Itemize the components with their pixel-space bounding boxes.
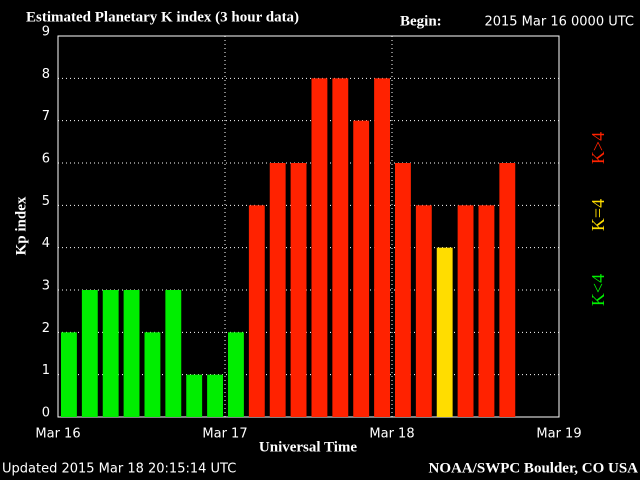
y-tick-label: 2 — [42, 321, 50, 336]
y-tick-label: 9 — [42, 25, 50, 40]
bar — [248, 205, 265, 417]
bar — [478, 205, 495, 417]
bar — [102, 290, 119, 417]
y-tick-label: 7 — [42, 109, 50, 124]
legend-entry: K>4 — [588, 132, 608, 164]
bar — [374, 78, 390, 417]
x-tick-label: Mar 19 — [536, 427, 581, 442]
bar — [395, 163, 411, 417]
bar — [186, 374, 203, 417]
updated-label: Updated 2015 Mar 18 20:15:14 UTC — [2, 462, 236, 477]
bar — [228, 332, 244, 417]
x-axis-label: Universal Time — [259, 439, 358, 455]
plot-frame — [57, 35, 560, 418]
legend-entry: K<4 — [588, 274, 608, 306]
y-tick-label: 5 — [42, 194, 50, 209]
bar — [499, 163, 516, 417]
y-tick-label: 3 — [42, 279, 50, 294]
bar — [457, 205, 474, 417]
bar — [353, 120, 370, 418]
bar — [311, 78, 328, 417]
bar — [290, 163, 307, 417]
begin-label: Begin: — [400, 13, 442, 29]
y-tick-label: 4 — [42, 236, 50, 251]
legend-entry: K=4 — [588, 199, 608, 231]
bar — [436, 247, 453, 417]
x-tick-label: Mar 17 — [202, 427, 247, 442]
bar — [144, 332, 161, 417]
bar — [123, 290, 140, 417]
y-axis-label: Kp index — [13, 196, 29, 255]
y-tick-label: 0 — [42, 406, 50, 421]
bar — [415, 205, 432, 417]
y-tick-label: 8 — [42, 67, 50, 82]
x-tick-label: Mar 16 — [35, 427, 80, 442]
bar — [165, 290, 182, 417]
source-label: NOAA/SWPC Boulder, CO USA — [429, 460, 639, 476]
x-tick-label: Mar 18 — [369, 427, 414, 442]
bar — [61, 332, 77, 417]
bar — [81, 290, 98, 417]
chart-title: Estimated Planetary K index (3 hour data… — [26, 9, 299, 25]
begin-value: 2015 Mar 16 0000 UTC — [484, 15, 634, 30]
bar — [207, 374, 223, 417]
y-tick-label: 1 — [42, 363, 50, 378]
bar — [332, 78, 349, 417]
bar — [269, 163, 286, 417]
y-tick-label: 6 — [42, 152, 50, 167]
